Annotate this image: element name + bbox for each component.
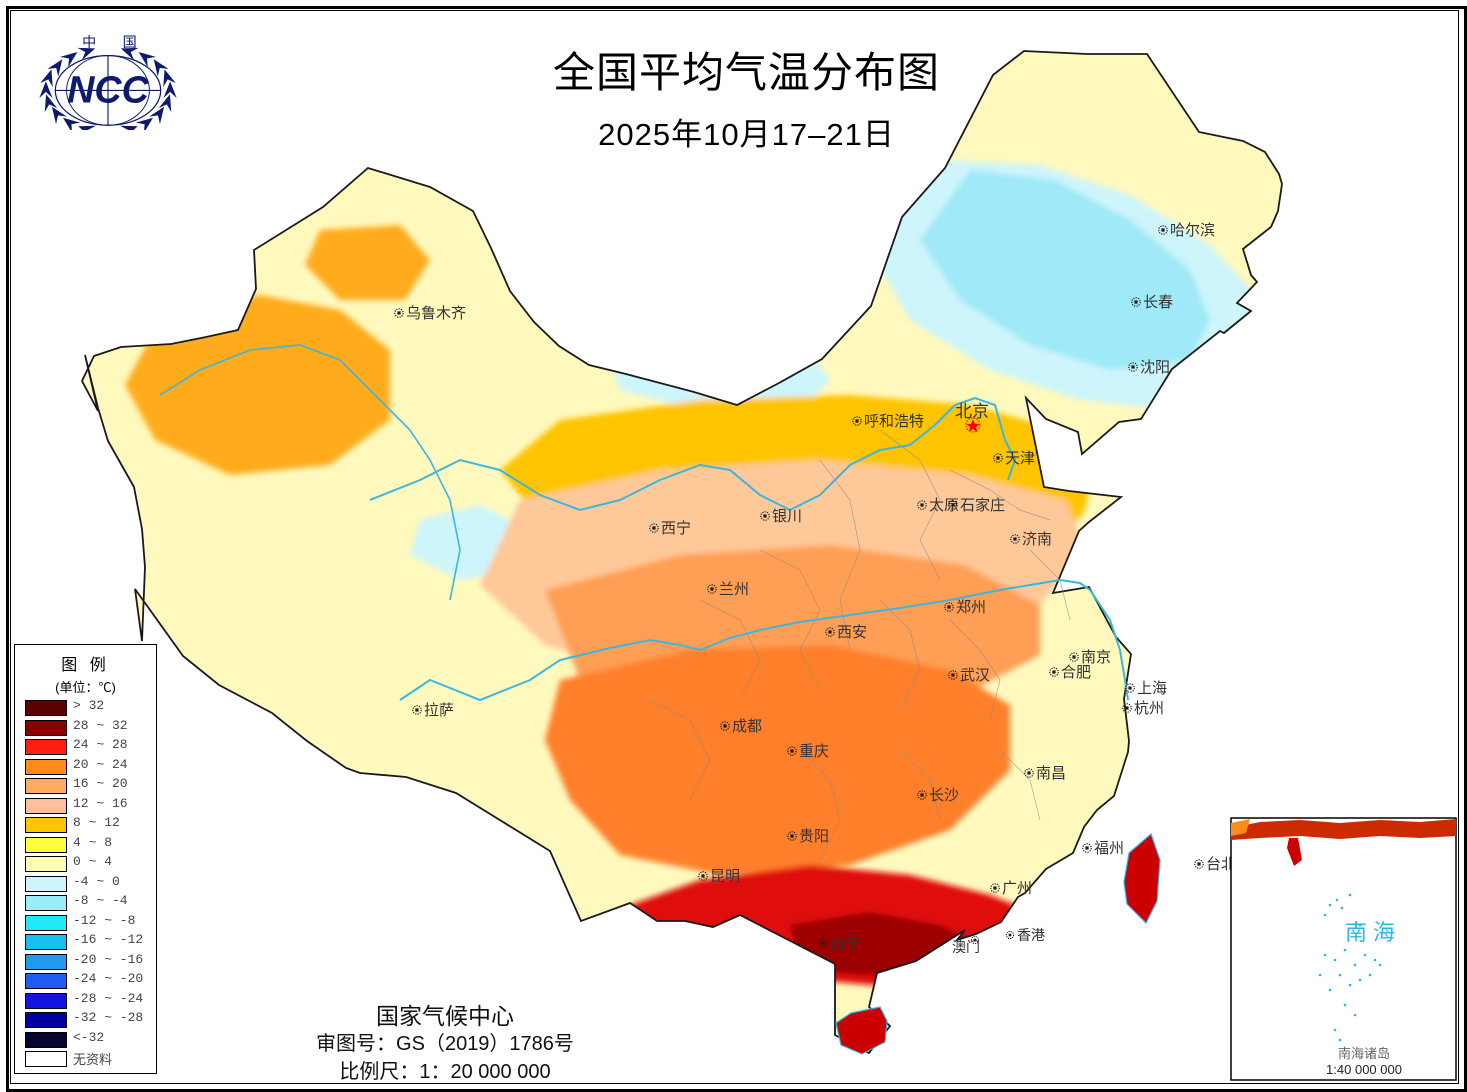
svg-text:合肥: 合肥 (1061, 664, 1091, 681)
svg-text:澳门: 澳门 (952, 939, 980, 955)
svg-text:长沙: 长沙 (929, 787, 959, 804)
svg-text:西安: 西安 (837, 624, 867, 641)
svg-text:西宁: 西宁 (661, 520, 691, 537)
svg-text:呼和浩特: 呼和浩特 (864, 413, 924, 430)
svg-text:哈尔滨: 哈尔滨 (1170, 222, 1215, 239)
svg-text:北京: 北京 (955, 402, 989, 421)
svg-text:贵阳: 贵阳 (799, 828, 829, 845)
svg-text:济南: 济南 (1022, 531, 1052, 548)
svg-text:武汉: 武汉 (960, 667, 990, 684)
svg-text:拉萨: 拉萨 (424, 702, 454, 719)
svg-text:南海: 南海 (1345, 920, 1401, 945)
svg-text:南昌: 南昌 (1036, 765, 1066, 782)
svg-text:南宁: 南宁 (830, 935, 860, 952)
svg-text:沈阳: 沈阳 (1140, 359, 1170, 376)
svg-text:杭州: 杭州 (1134, 700, 1164, 717)
svg-text:银川: 银川 (772, 508, 802, 525)
svg-text:成都: 成都 (732, 718, 762, 735)
svg-text:香港: 香港 (1017, 927, 1045, 943)
svg-text:重庆: 重庆 (799, 743, 829, 760)
svg-text:上海: 上海 (1137, 680, 1167, 697)
svg-text:石家庄: 石家庄 (960, 496, 1005, 514)
svg-text:南海诸岛: 南海诸岛 (1338, 1046, 1390, 1061)
svg-text:长春: 长春 (1143, 294, 1173, 311)
svg-text:广州: 广州 (1002, 880, 1032, 897)
svg-text:兰州: 兰州 (719, 581, 749, 598)
svg-text:乌鲁木齐: 乌鲁木齐 (406, 305, 466, 322)
svg-text:1:40 000 000: 1:40 000 000 (1326, 1062, 1402, 1077)
svg-text:郑州: 郑州 (956, 599, 986, 616)
svg-text:昆明: 昆明 (710, 868, 740, 885)
svg-text:天津: 天津 (1005, 450, 1035, 467)
svg-text:福州: 福州 (1094, 840, 1124, 857)
